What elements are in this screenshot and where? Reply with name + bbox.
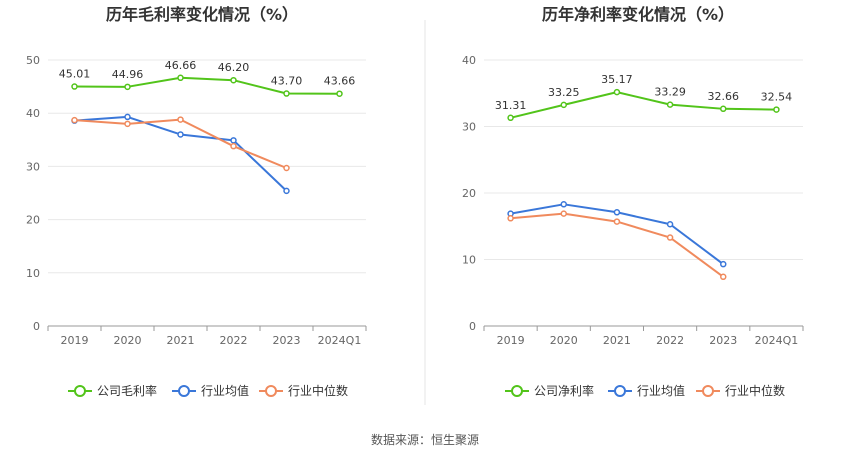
chart2-point-industry_median <box>666 234 674 241</box>
chart1-point-company <box>71 83 78 90</box>
chart1-point-industry_median <box>283 164 290 172</box>
chart1-legend-label: 公司毛利率 <box>97 383 157 398</box>
chart2-line-company <box>510 91 777 119</box>
chart1-legend-swatch-marker <box>178 385 190 397</box>
chart2-legend-swatch-marker <box>702 385 714 397</box>
chart2-point-industry_avg <box>560 201 567 208</box>
chart2-data-label: 31.31 <box>495 99 527 112</box>
chart1-point-industry_median <box>230 142 237 150</box>
chart1-x-tick-label: 2019 <box>61 334 89 347</box>
chart1-x-tick-label: 2022 <box>220 334 248 347</box>
chart2-y-tick-label: 20 <box>462 187 476 200</box>
chart2-point-industry_median <box>560 210 567 217</box>
chart2-legend-label: 行业中位数 <box>725 383 785 398</box>
chart2-point-industry_avg <box>720 260 727 268</box>
chart2-y-tick-label: 0 <box>469 320 476 333</box>
chart2-legend-label: 行业均值 <box>637 383 685 398</box>
chart1-point-industry_avg <box>283 187 290 195</box>
chart2-point-industry_avg <box>666 221 674 228</box>
chart1-y-tick-label: 10 <box>26 267 40 280</box>
chart1-line-company <box>74 76 340 95</box>
chart1-legend-swatch-marker <box>74 385 86 397</box>
chart2-x-tick-label: 2020 <box>550 334 578 347</box>
chart1-data-label: 43.70 <box>271 75 303 88</box>
chart2-point-company <box>720 105 727 113</box>
chart2-data-label: 32.54 <box>761 91 793 104</box>
chart2-data-label: 33.25 <box>548 86 580 99</box>
chart1-data-label: 45.01 <box>59 68 91 81</box>
chart2-point-industry_avg <box>613 209 621 216</box>
chart1-point-industry_median <box>124 120 131 128</box>
chart2-point-industry_median <box>613 218 621 225</box>
chart2-point-company <box>773 106 780 113</box>
chart2-point-company <box>560 101 567 109</box>
chart1-legend-label: 行业中位数 <box>288 383 348 398</box>
chart1-data-label: 46.20 <box>218 61 250 74</box>
chart1-point-company <box>283 90 290 97</box>
chart2-legend-swatch-marker <box>614 385 626 397</box>
chart1-data-label: 44.96 <box>112 68 144 81</box>
chart2-data-label: 33.29 <box>654 86 686 99</box>
chart1-point-company <box>336 90 343 97</box>
chart1-x-tick-label: 2024Q1 <box>318 334 362 347</box>
chart2-title: 历年净利率变化情况（%） <box>542 5 734 24</box>
chart2-data-label: 35.17 <box>601 73 633 86</box>
chart1-point-industry_avg <box>177 131 184 138</box>
chart1-point-industry_avg <box>124 113 131 121</box>
chart2-x-tick-label: 2024Q1 <box>755 334 799 347</box>
chart2-legend-label: 公司净利率 <box>534 383 594 398</box>
chart2-y-tick-label: 10 <box>462 254 476 267</box>
chart1-y-tick-label: 40 <box>26 107 40 120</box>
chart1-data-label: 43.66 <box>324 75 356 88</box>
chart1-point-industry_avg <box>230 137 237 144</box>
chart2-x-tick-label: 2022 <box>656 334 684 347</box>
chart2-y-tick-label: 30 <box>462 121 476 134</box>
chart1-y-tick-label: 0 <box>33 320 40 333</box>
chart1-y-tick-label: 30 <box>26 160 40 173</box>
chart1-point-industry_median <box>71 116 78 124</box>
chart1-x-tick-label: 2023 <box>273 334 301 347</box>
chart1-point-company <box>230 76 237 84</box>
chart1-title: 历年毛利率变化情况（%） <box>106 5 298 24</box>
chart1-data-label: 46.66 <box>165 59 197 72</box>
chart2-x-tick-label: 2019 <box>497 334 525 347</box>
chart1-y-tick-label: 50 <box>26 54 40 67</box>
chart1-point-company <box>124 83 131 91</box>
chart1-point-industry_median <box>177 116 184 123</box>
chart1-legend-swatch-marker <box>265 385 277 397</box>
chart1-y-tick-label: 20 <box>26 214 40 227</box>
chart1-legend-label: 行业均值 <box>201 383 249 398</box>
chart2-data-label: 32.66 <box>708 90 740 103</box>
chart2-x-tick-label: 2023 <box>709 334 737 347</box>
chart2-point-company <box>507 114 514 122</box>
chart2-point-industry_median <box>720 273 727 281</box>
chart2-point-industry_median <box>507 215 514 222</box>
chart2-legend-swatch-marker <box>511 385 523 397</box>
chart1-point-company <box>177 74 184 82</box>
chart2-point-company <box>613 88 621 96</box>
data-source-label: 数据来源：恒生聚源 <box>370 433 479 447</box>
chart2-point-company <box>666 101 674 108</box>
chart1-x-tick-label: 2020 <box>114 334 142 347</box>
chart1-x-tick-label: 2021 <box>167 334 195 347</box>
chart2-x-tick-label: 2021 <box>603 334 631 347</box>
chart2-y-tick-label: 40 <box>462 54 476 67</box>
